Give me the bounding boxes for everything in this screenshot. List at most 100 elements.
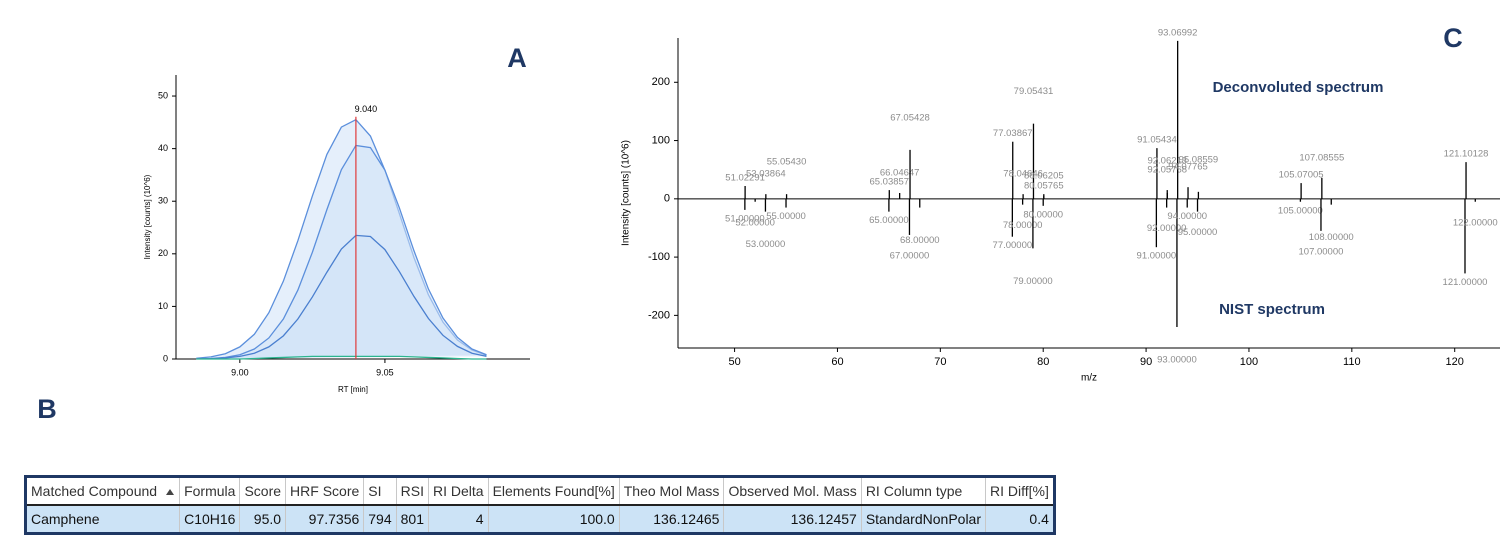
x-tick-label: 90 (1140, 356, 1152, 368)
table-cell: 801 (395, 504, 429, 535)
peak-label: 80.00000 (1023, 209, 1063, 220)
peak-label: 52.00000 (735, 217, 775, 228)
x-tick-label: 100 (1240, 356, 1258, 368)
header-text: HRF Score (290, 483, 360, 499)
column-header[interactable]: RI Diff[%] (985, 476, 1055, 506)
table-cell: C10H16 (179, 504, 241, 535)
column-header[interactable]: HRF Score (285, 476, 365, 506)
header-text: Formula (184, 483, 236, 499)
header-row: Matched Compound Formula Score HRF Score SI R… (24, 476, 1055, 506)
table-cell: 95.0 (239, 504, 287, 535)
peak-label: 93.06992 (1158, 27, 1198, 38)
peak-label: 67.05428 (890, 112, 930, 123)
peak-label: 94.07765 (1168, 162, 1208, 173)
table-cell: 136.12457 (723, 504, 862, 535)
peak-label: 79.00000 (1013, 276, 1053, 287)
column-header[interactable]: RI Delta (427, 476, 489, 506)
peak-label: 77.00000 (993, 240, 1033, 251)
peak-label: 66.04647 (880, 168, 920, 179)
table-cell: 97.7356 (285, 504, 365, 535)
x-tick-label: 9.05 (376, 367, 394, 377)
column-header[interactable]: Score (239, 476, 287, 506)
panel-label: C (1443, 23, 1463, 53)
y-tick-label: 50 (158, 90, 168, 100)
y-tick-label: -200 (648, 309, 670, 321)
x-tick-label: 50 (728, 356, 740, 368)
y-axis-title: Intensity [counts] (10^6) (143, 174, 152, 259)
peak-label: 105.00000 (1278, 205, 1323, 216)
chromatogram-trace (196, 234, 487, 360)
spectrum-name: NIST spectrum (1219, 301, 1325, 318)
peak-label: 91.05434 (1137, 135, 1177, 146)
peak-label: 107.00000 (1299, 246, 1344, 257)
table-cell: 0.4 (985, 504, 1055, 535)
header-text: Matched Compound (31, 483, 158, 499)
peak-label: 93.00000 (1157, 355, 1197, 366)
y-tick-label: 200 (652, 76, 670, 88)
table-cell: 100.0 (487, 504, 620, 535)
peak-label: 80.05765 (1024, 181, 1064, 192)
header-text: Theo Mol Mass (623, 483, 720, 499)
y-tick-label: 0 (664, 193, 670, 205)
x-axis-title: RT [min] (338, 385, 368, 394)
peak-label: 51.02291 (725, 173, 765, 184)
peak-label: 92.06213 (1147, 156, 1187, 167)
column-header[interactable]: Observed Mol. Mass (723, 476, 862, 506)
header-text: RSI (400, 483, 424, 499)
peak-label: 121.10128 (1444, 149, 1489, 160)
column-header[interactable]: RSI (395, 476, 429, 506)
table-cell: StandardNonPolar (860, 504, 987, 535)
sort-arrow (166, 489, 175, 496)
x-tick-label: 80 (1037, 356, 1049, 368)
table-row[interactable]: Camphene C10H16 95.0 97.7356 794 801 4 100.0 136… (24, 504, 1055, 535)
x-tick-label: 60 (831, 356, 843, 368)
header-text: Score (244, 483, 282, 499)
peak-label: 53.00000 (746, 239, 786, 250)
x-tick-label: 9.00 (231, 367, 249, 377)
header-text: Observed Mol. Mass (728, 483, 857, 499)
spectrum-name: Deconvoluted spectrum (1213, 79, 1384, 96)
column-header[interactable]: SI (363, 476, 397, 506)
peak-label: 122.00000 (1453, 217, 1498, 228)
peak-label: 53.03864 (746, 169, 786, 180)
table-body: Camphene C10H16 95.0 97.7356 794 801 4 100.0 136… (24, 504, 1055, 535)
peak-label: 51.00000 (725, 213, 765, 224)
y-tick-label: 100 (652, 134, 670, 146)
table-cell: 794 (363, 504, 397, 535)
column-header[interactable]: Elements Found[%] (487, 476, 620, 506)
peak-label: 92.05768 (1147, 165, 1187, 176)
column-header[interactable]: Formula (179, 476, 241, 506)
peak-label: 78.00000 (1003, 220, 1043, 231)
peak-label: 9.040 (355, 104, 378, 114)
header-text: Elements Found[%] (492, 483, 615, 499)
x-tick-label: 70 (934, 356, 946, 368)
peak-label: 105.07005 (1279, 170, 1324, 181)
panel-label: A (507, 43, 527, 73)
peak-label: 65.00000 (869, 215, 909, 226)
header-text: RI Diff[%] (990, 483, 1049, 499)
column-header[interactable]: Theo Mol Mass (618, 476, 725, 506)
peak-label: 55.00000 (766, 211, 806, 222)
y-tick-label: 20 (158, 248, 168, 258)
column-header[interactable]: Matched Compound (24, 476, 181, 506)
table-cell: 4 (427, 504, 489, 535)
y-tick-label: 30 (158, 196, 168, 206)
chromatogram-trace (196, 355, 487, 360)
x-tick-label: 110 (1343, 356, 1361, 368)
header-text: RI Delta (432, 483, 484, 499)
peak-label: 79.05431 (1014, 86, 1054, 97)
peak-label: 55.05430 (767, 157, 807, 168)
figure: A B C 0 10 20 30 40 50 9.00 9.05 RT [min] Intensi… (37, 23, 1500, 424)
peak-label: 108.00000 (1309, 232, 1354, 243)
table-cell: 136.12465 (618, 504, 725, 535)
y-tick-label: -100 (648, 251, 670, 263)
y-axis-title: Intensity [counts] (10^6) (621, 140, 632, 246)
sort-icon (166, 489, 175, 496)
panel-label: B (37, 394, 57, 424)
peak-label: 77.03867 (993, 128, 1033, 139)
peak-label: 91.00000 (1137, 251, 1177, 262)
peak-label: 94.00000 (1167, 211, 1207, 222)
peak-label: 107.08555 (1299, 152, 1344, 163)
column-header[interactable]: RI Column type (860, 476, 987, 506)
